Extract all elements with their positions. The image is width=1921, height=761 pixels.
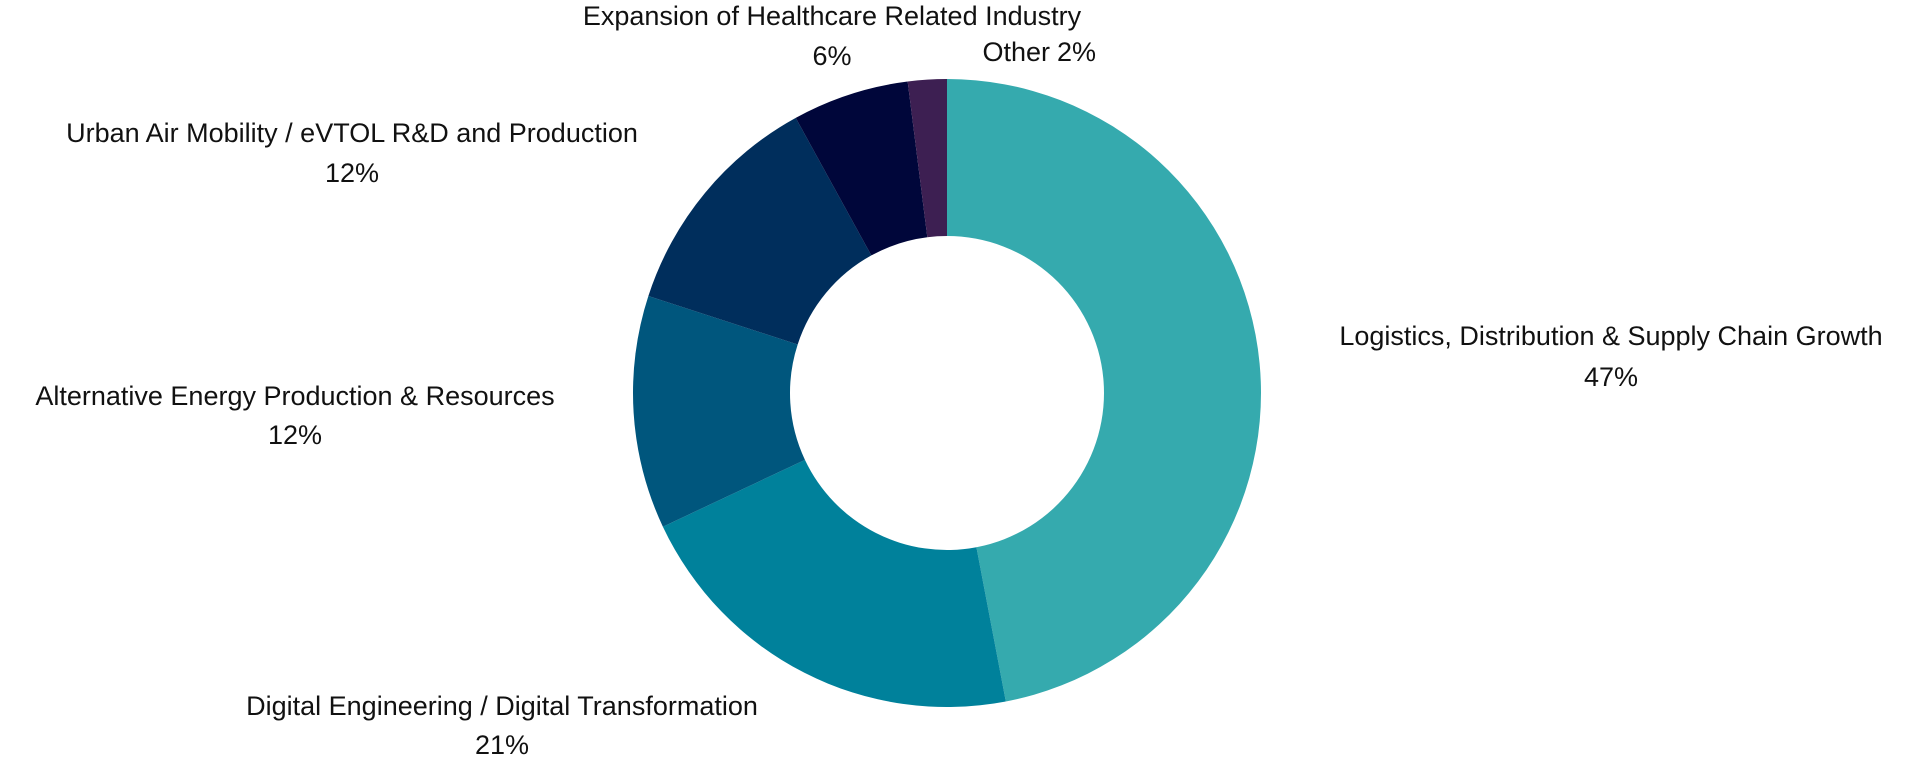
slice-value-label: 47% (1584, 362, 1638, 392)
slice-label: Urban Air Mobility / eVTOL R&D and Produ… (66, 118, 638, 148)
slice-value-label: 6% (812, 41, 851, 71)
slice-label: Logistics, Distribution & Supply Chain G… (1339, 321, 1882, 351)
donut-slice (795, 81, 928, 256)
donut-slice (947, 79, 1261, 702)
slice-value-label: 2% (1057, 37, 1096, 67)
slice-value-label: 21% (475, 730, 529, 760)
slice-label: Expansion of Healthcare Related Industry (583, 1, 1082, 31)
donut-slice (662, 459, 1006, 707)
slice-label: Alternative Energy Production & Resource… (35, 381, 554, 411)
slice-value-label: 12% (325, 158, 379, 188)
donut-slice (648, 117, 872, 345)
slice-value-label: 12% (268, 420, 322, 450)
slice-label: Other (982, 37, 1050, 67)
slice-label: Digital Engineering / Digital Transforma… (246, 691, 758, 721)
donut-slice (907, 79, 947, 238)
donut-slice (632, 295, 805, 527)
